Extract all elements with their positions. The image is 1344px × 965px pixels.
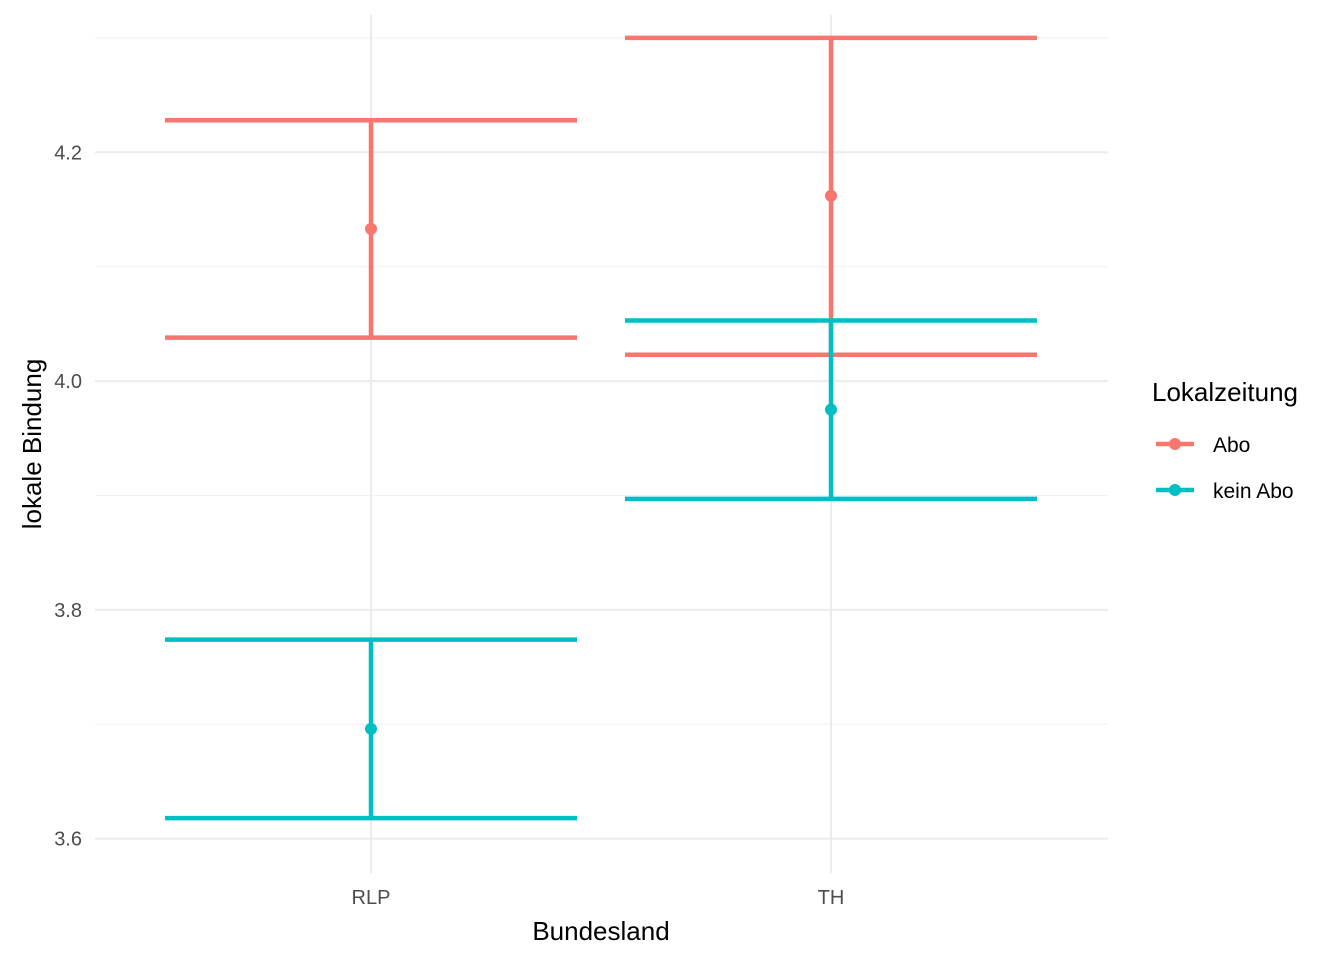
- y-axis-title: lokale Bindung: [17, 359, 47, 530]
- legend-key-point: [1169, 484, 1181, 496]
- legend-label: Abo: [1213, 434, 1250, 457]
- mean-point: [365, 222, 377, 235]
- legend-items: Abo kein Abo: [1156, 434, 1294, 503]
- x-tick-label: RLP: [352, 887, 391, 909]
- mean-point: [365, 722, 377, 735]
- axis-labels: 3.6 3.8 4.0 4.2 RLP TH: [54, 142, 844, 909]
- chart-marks: [165, 35, 1037, 821]
- x-axis-title: Bundesland: [532, 916, 669, 946]
- y-tick-label: 3.6: [54, 829, 82, 851]
- legend-title: Lokalzeitung: [1152, 377, 1298, 407]
- x-tick-label: TH: [818, 887, 845, 909]
- mean-point: [825, 403, 837, 416]
- legend-label: kein Abo: [1213, 480, 1294, 503]
- grid-lines: [95, 15, 1108, 873]
- series-abo: [165, 35, 1037, 358]
- y-tick-label: 4.2: [54, 142, 82, 164]
- legend-key-point: [1169, 438, 1181, 450]
- legend-item: Abo: [1156, 434, 1250, 457]
- mean-point: [825, 189, 837, 202]
- series-kein-abo: [165, 318, 1037, 821]
- y-tick-label: 4.0: [54, 371, 82, 393]
- legend-item: kein Abo: [1156, 480, 1294, 503]
- legend: Lokalzeitung Abo kein Abo: [1152, 377, 1298, 503]
- y-tick-label: 3.8: [54, 600, 82, 622]
